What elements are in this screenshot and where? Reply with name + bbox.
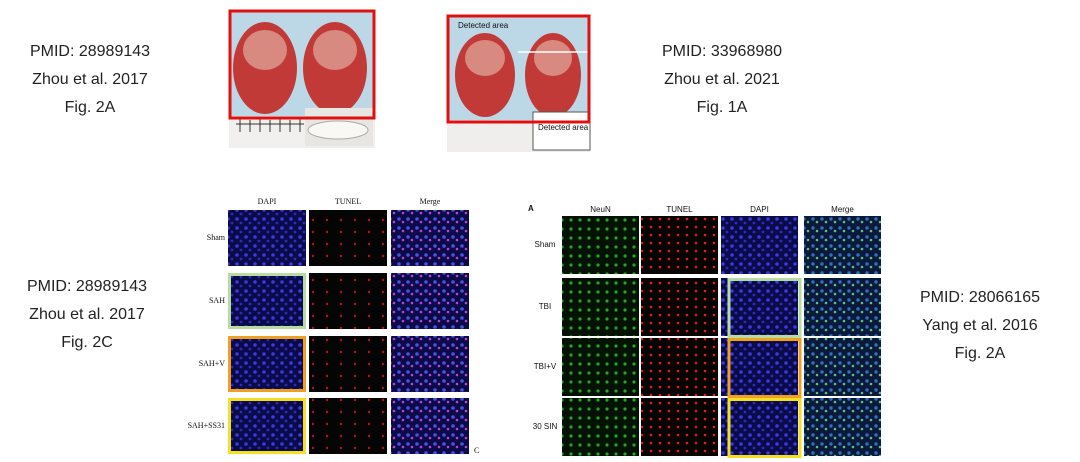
micrograph bbox=[641, 278, 718, 336]
column-header: Merge bbox=[420, 197, 441, 206]
micrograph bbox=[721, 338, 798, 396]
highlight-box bbox=[228, 273, 306, 329]
citation-line: PMID: 33968980 bbox=[662, 43, 782, 60]
micrograph bbox=[228, 336, 306, 392]
citation-line: Zhou et al. 2021 bbox=[664, 71, 780, 88]
micrograph bbox=[641, 398, 718, 456]
micrograph bbox=[562, 398, 639, 456]
micrograph bbox=[309, 336, 387, 392]
micrograph bbox=[641, 216, 718, 274]
citation-3: PMID: 28989143 Zhou et al. 2017 Fig. 2C bbox=[27, 278, 147, 351]
column-header: NeuN bbox=[590, 205, 611, 214]
highlight-box bbox=[727, 338, 802, 398]
citation-line: Fig. 2C bbox=[61, 334, 113, 351]
citation-line: PMID: 28066165 bbox=[920, 289, 1040, 306]
row-label: SAH+V bbox=[199, 359, 226, 368]
brain-photo-1 bbox=[228, 9, 376, 148]
citation-line: PMID: 28989143 bbox=[30, 43, 150, 60]
column-header: Merge bbox=[831, 205, 854, 214]
photo-label: Detected area bbox=[538, 123, 589, 132]
highlight-box bbox=[228, 336, 306, 392]
micrograph bbox=[309, 398, 387, 454]
column-header: TUNEL bbox=[335, 197, 361, 206]
citation-4: PMID: 28066165 Yang et al. 2016 Fig. 2A bbox=[920, 289, 1040, 362]
micrograph bbox=[804, 338, 881, 396]
panel-letter: A bbox=[528, 204, 534, 213]
citation-line: Yang et al. 2016 bbox=[922, 317, 1037, 334]
column-header: DAPI bbox=[258, 197, 277, 206]
citation-line: Fig. 2A bbox=[955, 345, 1006, 362]
micrograph bbox=[562, 338, 639, 396]
micrograph bbox=[721, 278, 798, 336]
citation-line: Fig. 1A bbox=[697, 99, 748, 116]
micrograph bbox=[804, 398, 881, 456]
brain-photo-2: Detected area Detected area bbox=[446, 14, 591, 152]
micrograph bbox=[721, 216, 798, 274]
micrograph bbox=[562, 216, 639, 274]
highlight-box bbox=[228, 398, 306, 454]
micrograph bbox=[309, 273, 387, 329]
row-label: TBI+V bbox=[534, 362, 557, 371]
row-label: 30 SIN bbox=[533, 422, 558, 431]
micrograph bbox=[228, 210, 306, 266]
micrograph bbox=[562, 278, 639, 336]
micrograph bbox=[804, 278, 881, 336]
column-header: TUNEL bbox=[666, 205, 693, 214]
citation-line: Fig. 2A bbox=[65, 99, 116, 116]
citation-1: PMID: 28989143 Zhou et al. 2017 Fig. 2A bbox=[30, 43, 150, 116]
row-label: Sham bbox=[207, 233, 226, 242]
micrograph bbox=[391, 336, 469, 392]
row-label: SAH bbox=[209, 296, 225, 305]
highlight-box bbox=[228, 9, 376, 120]
micrograph bbox=[228, 273, 306, 329]
row-label: Sham bbox=[535, 240, 556, 249]
panel-letter: C bbox=[474, 446, 479, 455]
column-header: DAPI bbox=[750, 205, 769, 214]
micrograph bbox=[391, 210, 469, 266]
micrograph bbox=[391, 398, 469, 454]
citation-line: Zhou et al. 2017 bbox=[29, 306, 145, 323]
micrograph bbox=[228, 398, 306, 454]
micrograph bbox=[309, 210, 387, 266]
micrograph bbox=[391, 273, 469, 329]
row-label: SAH+SS31 bbox=[188, 421, 225, 430]
micrograph bbox=[804, 216, 881, 274]
photo-label: Detected area bbox=[458, 21, 509, 30]
highlight-box bbox=[727, 278, 802, 338]
citation-line: PMID: 28989143 bbox=[27, 278, 147, 295]
citation-line: Zhou et al. 2017 bbox=[32, 71, 148, 88]
row-label: TBI bbox=[539, 302, 551, 311]
micrograph bbox=[641, 338, 718, 396]
highlight-box bbox=[446, 14, 591, 124]
citation-2: PMID: 33968980 Zhou et al. 2021 Fig. 1A bbox=[662, 43, 782, 116]
micrograph bbox=[721, 398, 798, 456]
highlight-box bbox=[727, 398, 802, 458]
